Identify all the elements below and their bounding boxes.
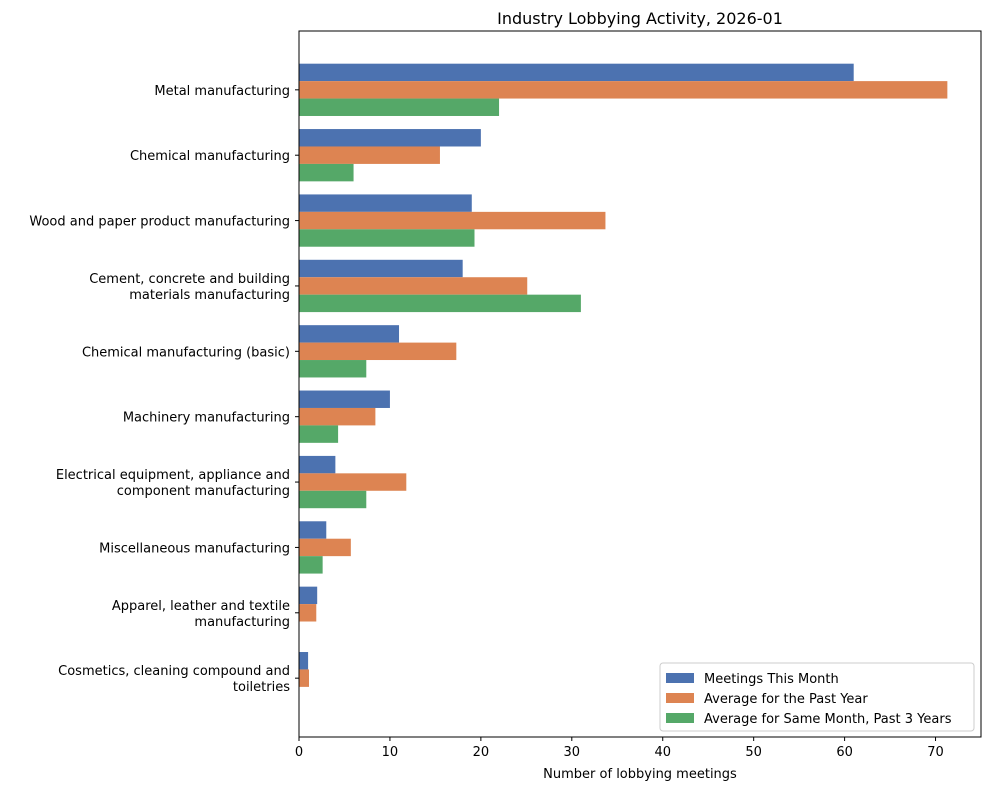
y-tick-label-line: Cement, concrete and building: [89, 272, 290, 287]
legend-box: [659, 662, 975, 732]
legend-swatch: [666, 673, 694, 683]
y-tick-label-line: Chemical manufacturing (basic): [82, 345, 290, 360]
bar-1-10: [299, 652, 309, 670]
y-tick-label: Cement, concrete and building materials m…: [89, 272, 290, 303]
x-tick-label: 70: [927, 745, 944, 760]
y-tick-label: Apparel, leather and textile manufacturin…: [112, 599, 290, 630]
x-tick-label: 10: [382, 745, 399, 760]
y-tick-label: Miscellaneous manufacturing: [99, 541, 290, 556]
x-axis-label: Number of lobbying meetings: [543, 767, 737, 782]
legend-swatch: [666, 693, 694, 703]
bar-3-3: [299, 229, 475, 247]
legend: Meetings This Month Average for the Past …: [659, 662, 975, 732]
bar-3-1: [299, 98, 500, 116]
bar-1-3: [299, 194, 472, 212]
y-tick-label-line: Metal manufacturing: [154, 84, 290, 99]
bar-2-9: [299, 604, 317, 622]
bar-1-2: [299, 129, 481, 147]
bar-2-1: [299, 81, 948, 99]
y-tick-label: Chemical manufacturing (basic): [82, 345, 290, 360]
y-tick-label: Cosmetics, cleaning compound and toiletri…: [58, 664, 290, 695]
y-tick-label: Electrical equipment, appliance and compo…: [56, 468, 290, 499]
plot-frame: [298, 30, 982, 738]
y-tick-label-line: Wood and paper product manufacturing: [29, 215, 290, 230]
bar-1-9: [299, 586, 318, 605]
legend-label: Average for the Past Year: [704, 692, 868, 707]
bar-2-4: [299, 277, 528, 295]
bar-1-5: [299, 325, 400, 343]
bar-2-6: [299, 407, 376, 426]
bar-1-7: [299, 455, 336, 474]
bar-2-8: [299, 538, 351, 557]
y-tick-label-line: Cosmetics, cleaning compound and: [58, 664, 290, 679]
y-tick-label-line: materials manufacturing: [129, 288, 290, 303]
y-tick-label: Metal manufacturing: [154, 84, 290, 99]
x-tick-label: 50: [745, 745, 762, 760]
bar-3-8: [299, 556, 323, 574]
bar-2-10: [299, 669, 310, 687]
y-tick-label: Chemical manufacturing: [130, 149, 290, 164]
bar-2-2: [299, 146, 440, 164]
x-tick-label: 30: [564, 745, 581, 760]
legend-swatch: [666, 713, 694, 723]
bar-3-7: [299, 490, 367, 509]
legend-label: Average for Same Month, Past 3 Years: [704, 712, 952, 727]
x-tick-label: 0: [295, 745, 303, 760]
bar-2-5: [299, 342, 457, 361]
bar-2-3: [299, 211, 606, 230]
bar-3-5: [299, 360, 367, 378]
y-tick-label: Machinery manufacturing: [123, 411, 290, 426]
legend-label: Meetings This Month: [704, 672, 839, 687]
chart-title: Industry Lobbying Activity, 2026-01: [497, 9, 783, 28]
bar-3-2: [299, 163, 354, 182]
y-tick-label-line: Machinery manufacturing: [123, 411, 290, 426]
y-tick-label-line: Apparel, leather and textile: [112, 599, 290, 614]
y-tick-label-line: Electrical equipment, appliance and: [56, 468, 290, 483]
bar-1-6: [299, 390, 390, 408]
x-tick-label: 40: [654, 745, 671, 760]
bar-1-1: [299, 63, 854, 82]
bar-1-8: [299, 521, 327, 539]
y-tick-label-line: component manufacturing: [117, 484, 290, 499]
y-tick-label-line: Chemical manufacturing: [130, 149, 290, 164]
bar-3-4: [299, 294, 581, 313]
y-tick-label-line: Miscellaneous manufacturing: [99, 541, 290, 556]
bar-2-7: [299, 473, 407, 491]
bar-3-6: [299, 425, 339, 443]
y-tick-label-line: manufacturing: [194, 615, 290, 630]
x-tick-label: 20: [473, 745, 490, 760]
y-tick-label: Wood and paper product manufacturing: [29, 215, 290, 230]
y-tick-label-line: toiletries: [233, 680, 290, 695]
x-tick-label: 60: [836, 745, 853, 760]
bar-1-4: [299, 259, 463, 278]
